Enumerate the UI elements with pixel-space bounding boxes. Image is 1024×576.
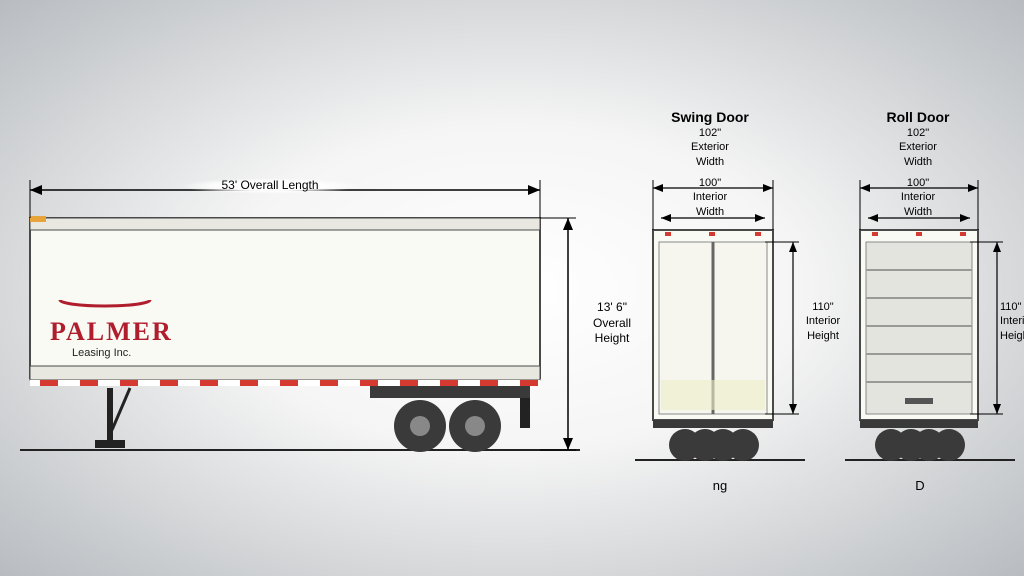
roll-caption: D: [900, 478, 940, 495]
roll-int-height: 110" Interior Height: [1000, 300, 1024, 343]
swing-int-height: 110" Interior Height: [798, 300, 848, 343]
roll-int-width: 100" Interior Width: [878, 176, 958, 219]
brand-name: PALMER: [50, 317, 173, 347]
swing-caption: ng: [700, 478, 740, 495]
brand-swoosh-icon: [50, 290, 160, 312]
side-length-label: 53' Overall Length: [180, 178, 360, 194]
side-height-label: 13' 6" Overall Height: [584, 300, 640, 347]
swing-ext-width: 102" Exterior Width: [670, 126, 750, 169]
roll-rear: [845, 170, 1015, 500]
brand-logo: PALMER Leasing Inc.: [50, 290, 173, 359]
brand-sub: Leasing Inc.: [50, 347, 173, 359]
swing-rear: [635, 170, 805, 500]
diagram-container: PALMER Leasing Inc. 53' Overall Length 1…: [0, 0, 1024, 576]
roll-ext-width: 102" Exterior Width: [878, 126, 958, 169]
swing-int-width: 100" Interior Width: [670, 176, 750, 219]
swing-title: Swing Door: [660, 108, 760, 126]
roll-title: Roll Door: [868, 108, 968, 126]
